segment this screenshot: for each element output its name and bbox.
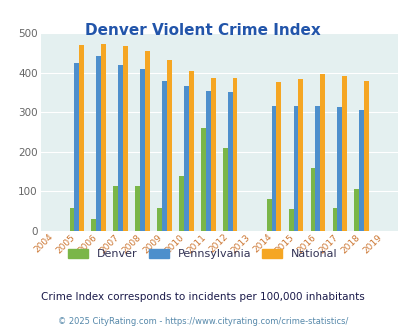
Bar: [91, 219, 96, 231]
Text: Crime Index corresponds to incidents per 100,000 inhabitants: Crime Index corresponds to incidents per…: [41, 292, 364, 302]
Bar: [210, 78, 215, 231]
Bar: [145, 51, 149, 231]
Bar: [288, 209, 293, 231]
Bar: [276, 82, 281, 231]
Bar: [96, 56, 101, 231]
Bar: [118, 65, 123, 231]
Bar: [188, 71, 193, 231]
Bar: [113, 186, 118, 231]
Bar: [337, 108, 341, 231]
Bar: [271, 106, 276, 231]
Bar: [135, 186, 140, 231]
Bar: [157, 208, 162, 231]
Bar: [166, 60, 171, 231]
Bar: [227, 92, 232, 231]
Bar: [162, 81, 166, 231]
Bar: [183, 86, 188, 231]
Bar: [320, 74, 324, 231]
Bar: [358, 110, 363, 231]
Bar: [179, 176, 183, 231]
Text: © 2025 CityRating.com - https://www.cityrating.com/crime-statistics/: © 2025 CityRating.com - https://www.city…: [58, 317, 347, 326]
Bar: [341, 76, 346, 231]
Bar: [101, 44, 106, 231]
Bar: [315, 106, 320, 231]
Bar: [232, 78, 237, 231]
Bar: [140, 69, 145, 231]
Bar: [363, 81, 368, 231]
Bar: [266, 199, 271, 231]
Bar: [298, 79, 303, 231]
Legend: Denver, Pennsylvania, National: Denver, Pennsylvania, National: [64, 244, 341, 263]
Bar: [310, 168, 315, 231]
Bar: [74, 63, 79, 231]
Bar: [354, 189, 358, 231]
Bar: [123, 46, 128, 231]
Bar: [222, 148, 227, 231]
Text: Denver Violent Crime Index: Denver Violent Crime Index: [85, 23, 320, 38]
Bar: [79, 45, 84, 231]
Bar: [69, 208, 74, 231]
Bar: [332, 209, 337, 231]
Bar: [200, 128, 205, 231]
Bar: [205, 91, 210, 231]
Bar: [293, 106, 298, 231]
